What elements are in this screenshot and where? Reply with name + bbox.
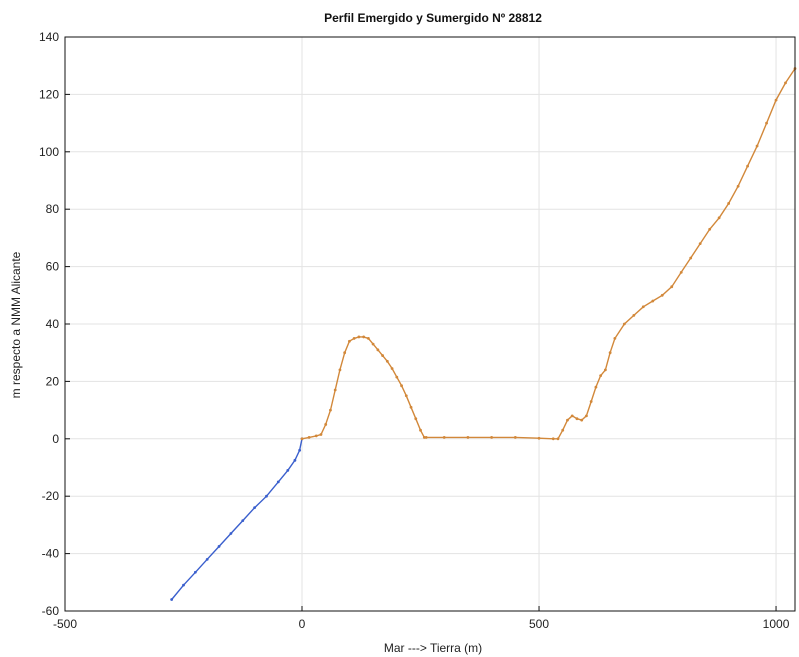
series-1-point — [570, 414, 574, 418]
series-1-point — [319, 433, 323, 436]
series-0-point — [241, 519, 245, 522]
series-1-point — [414, 417, 418, 421]
series-0-point — [293, 458, 297, 462]
series-1-point — [390, 367, 394, 370]
series-1-point — [409, 405, 413, 409]
series-1-point — [400, 384, 403, 388]
series-1-point — [513, 435, 517, 439]
y-tick-label: 0 — [52, 432, 59, 446]
series-1-point — [329, 408, 332, 412]
y-tick-label: 80 — [46, 202, 60, 216]
series-0-point — [276, 480, 280, 484]
series-0-point — [253, 506, 257, 510]
series-1-point — [613, 336, 617, 340]
series-1-point — [575, 417, 579, 421]
series-1-point — [338, 368, 342, 372]
y-tick-label: 140 — [39, 30, 59, 44]
series-1-point — [689, 256, 693, 260]
series-1-point — [362, 335, 366, 339]
series-1-point — [307, 435, 311, 439]
series-1-point — [784, 81, 787, 85]
series-1-point — [442, 435, 446, 439]
series-1-point — [670, 285, 674, 289]
y-tick-label: 40 — [46, 317, 60, 331]
y-tick-label: 100 — [39, 145, 59, 159]
series-1-point — [314, 434, 318, 438]
series-1-point — [608, 351, 612, 355]
series-1-point — [371, 342, 375, 346]
series-1-point — [589, 400, 593, 403]
y-tick-label: 120 — [39, 87, 59, 101]
series-1-point — [580, 418, 584, 422]
series-0-point — [182, 583, 185, 587]
series-1-point — [395, 375, 399, 379]
series-1-point — [708, 227, 712, 231]
series-1-point — [585, 414, 588, 418]
y-axis-label: m respecto a NMM Alicante — [9, 251, 23, 398]
series-1-point — [566, 418, 569, 422]
series-1-point — [556, 437, 560, 441]
series-0-point — [170, 598, 174, 601]
series-1-point — [717, 216, 721, 220]
series-1-point — [324, 423, 328, 426]
series-1-point — [343, 351, 347, 355]
series-1-point — [755, 144, 759, 148]
series-0-point — [265, 494, 268, 498]
series-1-point — [561, 428, 565, 432]
series-1-point — [765, 121, 768, 125]
series-1-point — [404, 394, 408, 398]
axis-ticks: -500 0 500 1000 -60 -40 -20 0 20 40 60 80 100 120 140 — [39, 30, 790, 631]
x-tick-label: 0 — [299, 617, 306, 631]
y-tick-label: -40 — [42, 547, 60, 561]
series-0-point — [217, 545, 221, 548]
data-series — [170, 67, 797, 601]
series-1-point — [385, 359, 389, 363]
y-tick-label: -60 — [42, 604, 60, 618]
series-1-point — [622, 322, 626, 326]
series-1-point — [599, 374, 603, 378]
x-tick-label: 500 — [529, 617, 549, 631]
series-0-point — [286, 468, 290, 472]
series-1-point — [698, 242, 702, 246]
x-tick-label: 1000 — [763, 617, 790, 631]
series-1-point — [774, 98, 778, 102]
series-1-point — [660, 293, 664, 297]
series-1-point — [381, 354, 384, 357]
chart-title: Perfil Emergido y Sumergido Nº 28812 — [324, 11, 542, 25]
series-1-point — [366, 336, 370, 340]
y-tick-label: 20 — [46, 374, 60, 388]
series-0-point — [298, 448, 302, 452]
x-tick-label: -500 — [53, 617, 77, 631]
series-1-point — [679, 270, 683, 274]
series-1-point — [490, 435, 494, 439]
series-1-point — [746, 164, 749, 168]
series-1-point — [651, 299, 655, 303]
series-0-point — [205, 557, 209, 561]
series-1-point — [603, 368, 607, 372]
y-tick-label: -20 — [42, 489, 60, 503]
series-1-point — [419, 428, 422, 432]
series-1-point — [333, 388, 337, 392]
series-1-point — [727, 202, 731, 205]
series-1-point — [424, 435, 428, 439]
series-1-point — [537, 436, 541, 440]
y-tick-label: 60 — [46, 260, 60, 274]
series-1-point — [594, 385, 598, 389]
series-1-point — [466, 435, 470, 439]
series-1-point — [632, 313, 636, 317]
series-0-line — [171, 438, 303, 600]
series-1-point — [357, 335, 361, 339]
series-1-point — [376, 348, 380, 352]
series-1-point — [736, 184, 740, 188]
series-1-point — [348, 339, 351, 343]
series-1-point — [641, 305, 645, 309]
x-axis-label: Mar ---> Tierra (m) — [384, 641, 482, 655]
series-0-point — [193, 570, 197, 574]
series-0-point — [229, 532, 233, 535]
series-1-point — [352, 336, 356, 340]
series-1-point — [300, 437, 304, 441]
series-1-point — [551, 437, 555, 441]
